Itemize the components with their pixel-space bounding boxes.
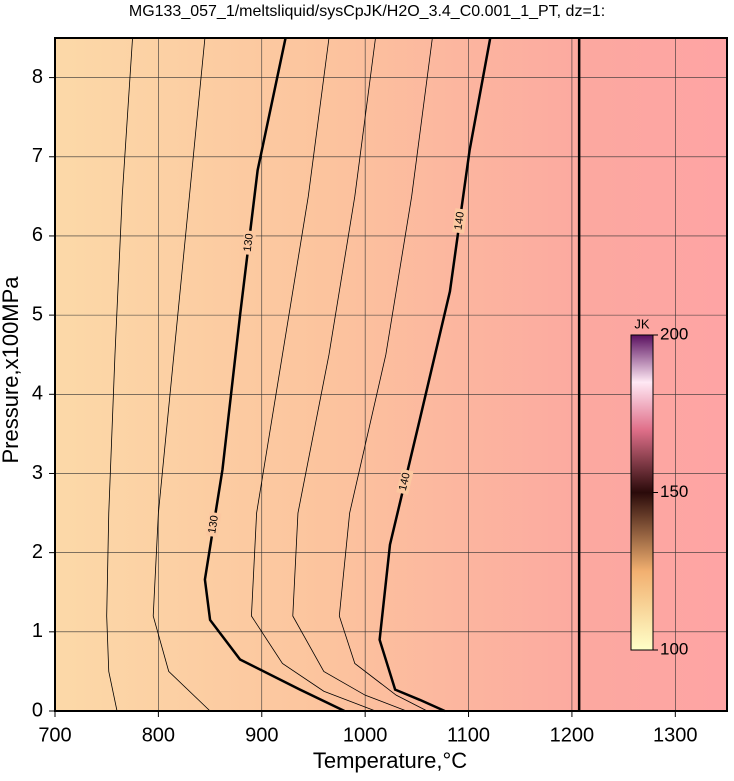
contour-line xyxy=(378,37,492,713)
colorbar-title: JK xyxy=(634,316,650,331)
y-tick-label: 5 xyxy=(32,303,43,325)
contour-label-bg xyxy=(205,511,222,538)
colorbar-tick-label: 150 xyxy=(660,482,688,501)
y-tick-label: 3 xyxy=(32,462,43,484)
contour-label-bg xyxy=(241,230,257,256)
contour-label: 130 xyxy=(206,515,221,535)
x-axis-label: Temperature,°C xyxy=(313,748,467,773)
colorbar-tick-label: 100 xyxy=(660,639,688,658)
contour-label-bg xyxy=(452,208,468,234)
y-tick-label: 4 xyxy=(32,383,43,405)
x-tick-label: 800 xyxy=(142,724,175,746)
y-tick-label: 2 xyxy=(32,541,43,563)
plot-frame xyxy=(54,37,728,712)
y-axis-label: Pressure,x100MPa xyxy=(0,276,23,464)
x-tick-label: 1200 xyxy=(550,724,595,746)
contour-line xyxy=(338,37,433,712)
contour-label: 140 xyxy=(397,471,413,492)
chart-title: MG133_057_1/meltsliquid/sysCpJK/H2O_3.4_… xyxy=(129,3,605,20)
contour-label: 140 xyxy=(452,211,466,231)
y-tick-label: 7 xyxy=(32,145,43,167)
contour-line xyxy=(152,37,211,712)
contour-line xyxy=(251,37,376,712)
contour-line xyxy=(292,37,407,712)
contour-label: 130 xyxy=(242,233,256,253)
contour-line xyxy=(203,37,346,713)
contour-label-bg xyxy=(396,468,414,495)
x-tick-label: 1000 xyxy=(343,724,388,746)
y-tick-label: 6 xyxy=(32,224,43,246)
y-tick-label: 8 xyxy=(32,66,43,88)
x-tick-label: 1300 xyxy=(653,724,698,746)
x-tick-label: 900 xyxy=(245,724,278,746)
x-tick-label: 1100 xyxy=(447,724,490,746)
plot-background xyxy=(55,38,727,711)
contour-line xyxy=(106,37,133,712)
y-tick-label: 1 xyxy=(32,620,43,642)
x-tick-label: 700 xyxy=(38,724,71,746)
y-tick-label: 0 xyxy=(32,699,43,721)
colorbar xyxy=(630,334,654,651)
colorbar-tick-label: 200 xyxy=(660,324,688,343)
